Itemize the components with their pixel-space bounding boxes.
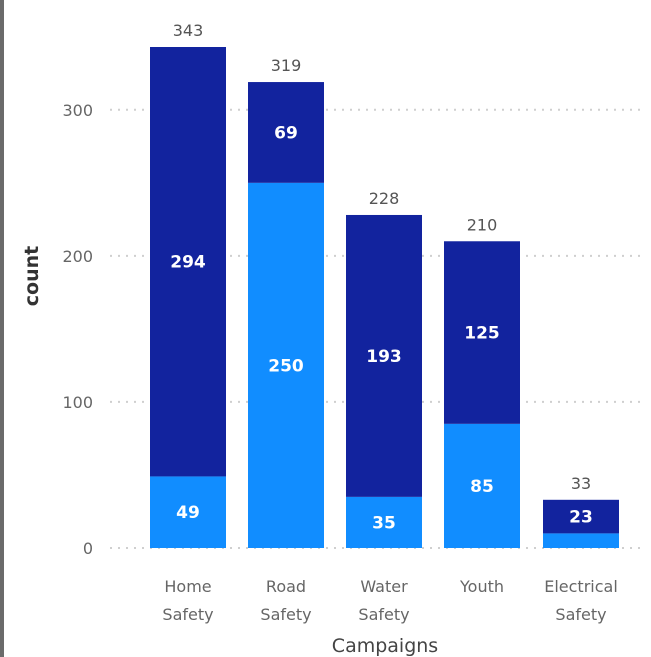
- x-tick-label: Home: [164, 577, 211, 596]
- bar-total-label: 319: [271, 56, 302, 75]
- bar-total-label: 343: [173, 21, 204, 40]
- bar-total-label: 33: [571, 474, 591, 493]
- segment-data-label: 125: [464, 324, 500, 344]
- segment-data-label: 69: [274, 123, 298, 143]
- x-tick-label: Youth: [459, 577, 504, 596]
- bar-total-label: 210: [467, 215, 498, 234]
- y-tick-label: 100: [62, 393, 93, 412]
- segment-data-label: 49: [176, 503, 200, 523]
- segment-data-label: 250: [268, 356, 304, 376]
- x-tick-label: Water: [360, 577, 408, 596]
- x-tick-label: Electrical: [544, 577, 618, 596]
- bar-total-label: 228: [369, 189, 400, 208]
- x-tick-label: Safety: [162, 605, 213, 624]
- bar-segment: [543, 533, 619, 548]
- segment-data-label: 85: [470, 477, 494, 497]
- y-tick-label: 300: [62, 101, 93, 120]
- y-axis-title: count: [21, 246, 43, 306]
- x-tick-label: Safety: [260, 605, 311, 624]
- y-tick-label: 200: [62, 247, 93, 266]
- bars: 49 294 343 250 69 319 35 193 228 85 125 210 23 33: [150, 21, 619, 548]
- y-tick-label: 0: [83, 539, 93, 558]
- segment-data-label: 23: [569, 508, 593, 528]
- y-axis-ticks: 0 100 200 300: [62, 101, 93, 558]
- x-tick-label: Safety: [555, 605, 606, 624]
- segment-data-label: 193: [366, 347, 402, 367]
- x-tick-label: Road: [266, 577, 306, 596]
- segment-data-label: 35: [372, 513, 396, 533]
- x-axis-ticks: Home Safety Road Safety Water Safety Youth Elec…: [162, 577, 617, 624]
- x-tick-label: Safety: [358, 605, 409, 624]
- x-axis-title: Campaigns: [332, 635, 438, 657]
- segment-data-label: 294: [170, 253, 206, 273]
